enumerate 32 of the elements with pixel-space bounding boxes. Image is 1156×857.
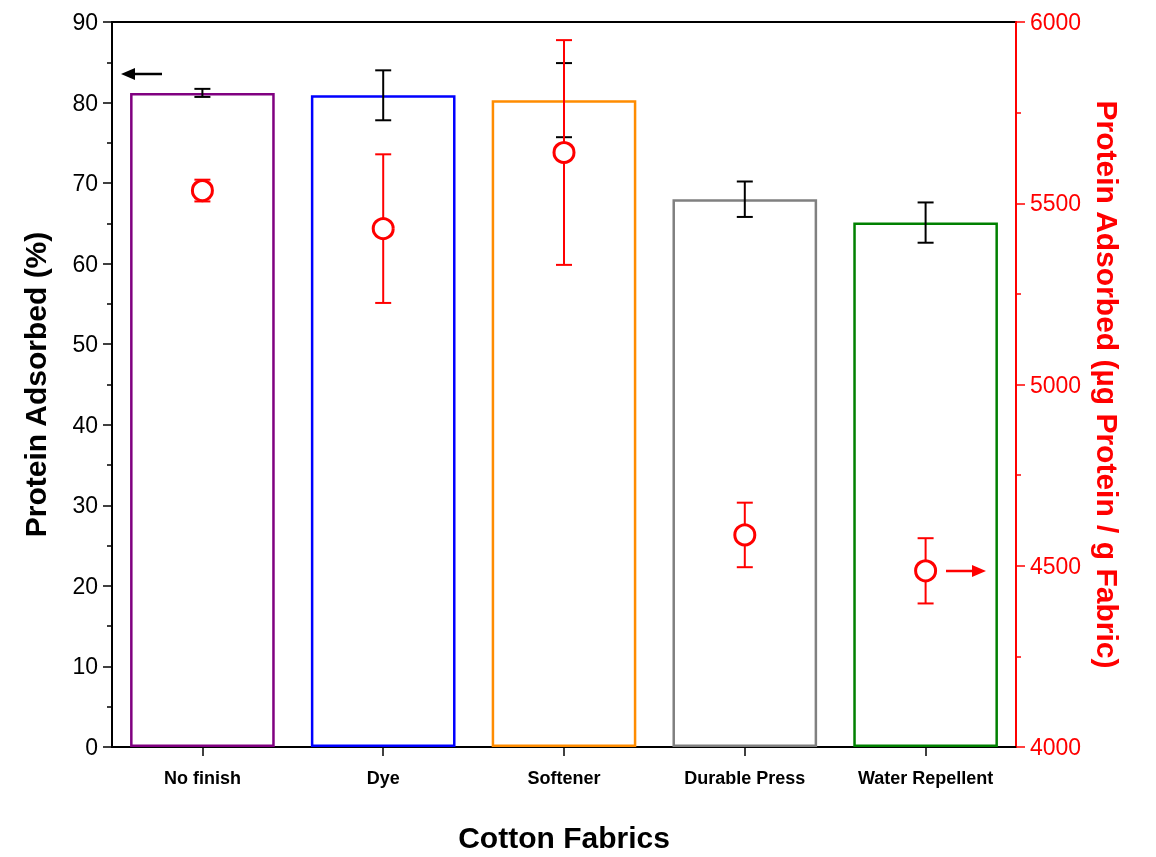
x-axis-title: Cotton Fabrics [458,820,670,854]
y2-tick-label: 4500 [1030,552,1082,579]
y-tick-label: 20 [72,572,98,599]
bar [130,92,275,747]
point [371,217,395,241]
point [552,141,576,164]
y-tick-label: 0 [85,734,98,760]
point [914,559,938,583]
y-tick-label: 50 [72,331,98,358]
point [733,523,757,547]
bar [310,95,456,747]
x-tick-label: Durable Press [684,768,806,788]
y2-tick-label: 4000 [1030,734,1082,760]
y-tick-label: 10 [72,653,98,680]
y-tick-label: 60 [72,250,98,277]
y-tick-label: 30 [72,492,98,519]
y2-tick-label: 5500 [1030,190,1082,217]
x-tick-label: Softener [527,768,601,788]
y-tick-label: 80 [72,89,98,116]
x-tick-label: Water Repellent [857,768,994,788]
y2-tick-label: 6000 [1030,9,1082,35]
bar [491,100,637,747]
y2-axis-title: Protein Adsorbed (µg Protein / g Fabric) [1090,100,1124,669]
x-tick-label: No finish [163,768,241,788]
y-tick-label: 70 [72,170,98,197]
y-axis-title: Protein Adsorbed (%) [18,231,52,538]
y2-tick-label: 5000 [1030,371,1082,398]
bar [672,199,818,747]
y-tick-label: 40 [72,411,98,438]
bar [853,222,998,747]
x-tick-label: Dye [366,768,400,788]
y-tick-label: 90 [72,9,98,35]
